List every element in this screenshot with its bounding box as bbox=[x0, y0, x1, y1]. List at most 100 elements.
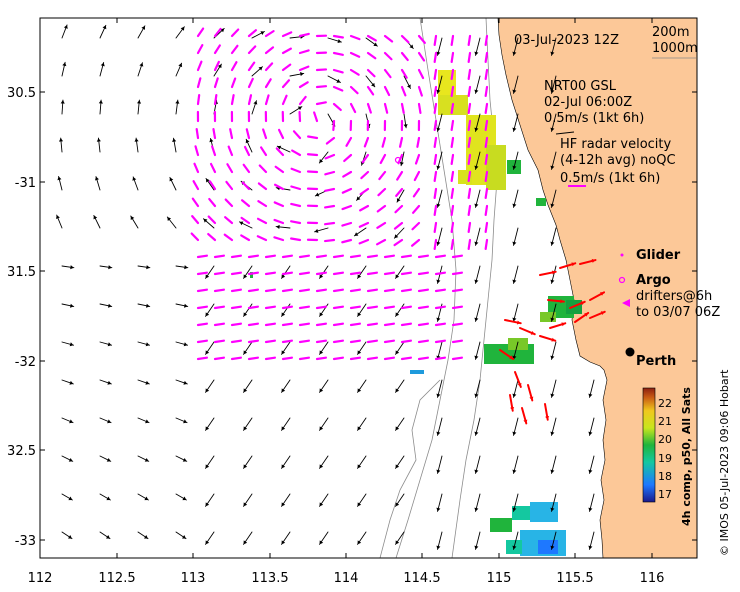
radar-arrow bbox=[245, 128, 251, 140]
radar-arrow bbox=[213, 77, 219, 89]
radar-arrow bbox=[366, 271, 378, 276]
model-arrow-head bbox=[69, 342, 74, 347]
radar-arrow bbox=[247, 339, 259, 344]
radar-arrow bbox=[450, 238, 455, 250]
radar-arrow bbox=[315, 101, 327, 106]
model-arrow-head bbox=[239, 221, 244, 226]
radar-arrow bbox=[290, 202, 302, 208]
model-arrow-head bbox=[474, 469, 479, 474]
model-arrow-head bbox=[550, 89, 555, 94]
radar-arrow bbox=[298, 95, 307, 106]
radar-arrow bbox=[398, 136, 404, 148]
model-arrow-head bbox=[436, 545, 441, 550]
radar-arrow bbox=[191, 197, 200, 208]
model-arrow-head bbox=[102, 25, 107, 30]
radar-arrow bbox=[343, 153, 353, 163]
radar-arrow bbox=[349, 34, 361, 41]
radar-arrow bbox=[349, 254, 361, 259]
model-arrow-head bbox=[106, 496, 111, 501]
radar-arrow bbox=[451, 254, 463, 259]
radar-arrow bbox=[360, 170, 370, 180]
radar-arrow bbox=[194, 145, 200, 157]
drifters-line2: to 03/07 06Z bbox=[636, 305, 720, 320]
radar-arrow bbox=[400, 68, 408, 79]
radar-arrow bbox=[393, 221, 404, 230]
model-arrow-head bbox=[60, 100, 65, 104]
radar-arrow bbox=[412, 187, 421, 198]
radar-arrow bbox=[298, 65, 310, 72]
radar-arrow bbox=[484, 34, 489, 46]
radar-arrow bbox=[349, 356, 361, 361]
radar-arrow bbox=[260, 146, 268, 157]
model-arrow-head bbox=[357, 388, 362, 393]
radar-arrow bbox=[417, 51, 426, 62]
model-arrow-head bbox=[474, 545, 479, 550]
model-arrow-head bbox=[70, 265, 74, 270]
radar-arrow bbox=[213, 271, 225, 276]
drifter-arrow-head bbox=[510, 407, 515, 411]
radar-arrow bbox=[467, 153, 472, 165]
radar-arrow bbox=[379, 153, 387, 165]
radar-arrow bbox=[207, 215, 217, 225]
radar-arrow bbox=[467, 85, 472, 97]
model-arrow-head bbox=[108, 265, 112, 270]
radar-arrow bbox=[230, 339, 242, 344]
drifter-arrow-head bbox=[517, 382, 522, 387]
radar-arrow bbox=[378, 170, 387, 181]
radar-arrow bbox=[256, 217, 268, 225]
model-arrow-head bbox=[68, 496, 73, 501]
model-arrow-head bbox=[130, 216, 135, 221]
radar-arrow bbox=[366, 68, 376, 78]
model-arrow-head bbox=[436, 241, 441, 246]
model-arrow-head bbox=[205, 350, 210, 355]
radar-arrow bbox=[450, 153, 455, 165]
radar-arrow bbox=[400, 288, 412, 293]
radar-arrow bbox=[416, 136, 421, 148]
model-arrow-head bbox=[436, 165, 441, 170]
model-arrow-head bbox=[319, 426, 324, 431]
radar-arrow bbox=[366, 288, 378, 293]
model-arrow-head bbox=[373, 42, 378, 47]
y-tick: 32.5 bbox=[7, 444, 36, 459]
radar-arrow bbox=[400, 305, 412, 310]
y-tick: -31 bbox=[15, 176, 36, 191]
model-arrow-head bbox=[106, 457, 111, 462]
model-arrow-head bbox=[205, 502, 210, 507]
model-arrow-head bbox=[132, 176, 137, 181]
model-arrow-head bbox=[67, 535, 72, 539]
radar-arrow bbox=[264, 46, 275, 55]
y-tick: -32 bbox=[15, 355, 36, 370]
radar-arrow bbox=[417, 356, 429, 361]
radar-arrow bbox=[359, 204, 370, 212]
x-tick: 114.5 bbox=[403, 571, 440, 586]
glider-legend-marker bbox=[620, 253, 624, 257]
radar-arrow bbox=[434, 288, 446, 293]
model-arrow-head bbox=[550, 203, 555, 208]
model-arrow-head bbox=[145, 419, 150, 424]
radar-arrow bbox=[281, 254, 293, 259]
radar-arrow bbox=[395, 187, 404, 197]
radar-arrow bbox=[298, 81, 309, 89]
radar-arrow bbox=[230, 77, 237, 89]
radar-arrow bbox=[264, 254, 276, 259]
model-arrow-head bbox=[512, 393, 517, 398]
radar-arrow bbox=[434, 254, 446, 259]
model-arrow-head bbox=[588, 469, 593, 474]
radar-arrow bbox=[230, 61, 238, 72]
cb-tick-19: 19 bbox=[658, 452, 672, 465]
radar-arrow bbox=[256, 235, 268, 242]
y-axis: 30.5 -31 31.5 -32 32.5 -33 bbox=[7, 86, 36, 549]
x-tick: 116 bbox=[640, 571, 665, 586]
argo-label: Argo bbox=[636, 273, 671, 288]
model-arrow-head bbox=[550, 165, 555, 170]
radar-arrow bbox=[467, 238, 472, 250]
radar-line2: (4-12h avg) noQC bbox=[560, 153, 676, 168]
model-arrow-head bbox=[319, 312, 324, 317]
model-arrow-head bbox=[56, 215, 60, 220]
radar-arrow bbox=[375, 238, 387, 246]
radar-arrow bbox=[361, 153, 370, 164]
radar-arrow bbox=[241, 181, 251, 191]
model-arrow-head bbox=[512, 51, 517, 56]
radar-arrow bbox=[381, 136, 387, 148]
model-arrow-head bbox=[474, 165, 479, 170]
